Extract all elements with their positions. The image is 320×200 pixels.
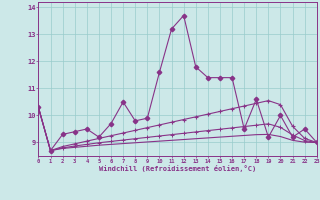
X-axis label: Windchill (Refroidissement éolien,°C): Windchill (Refroidissement éolien,°C) [99, 165, 256, 172]
